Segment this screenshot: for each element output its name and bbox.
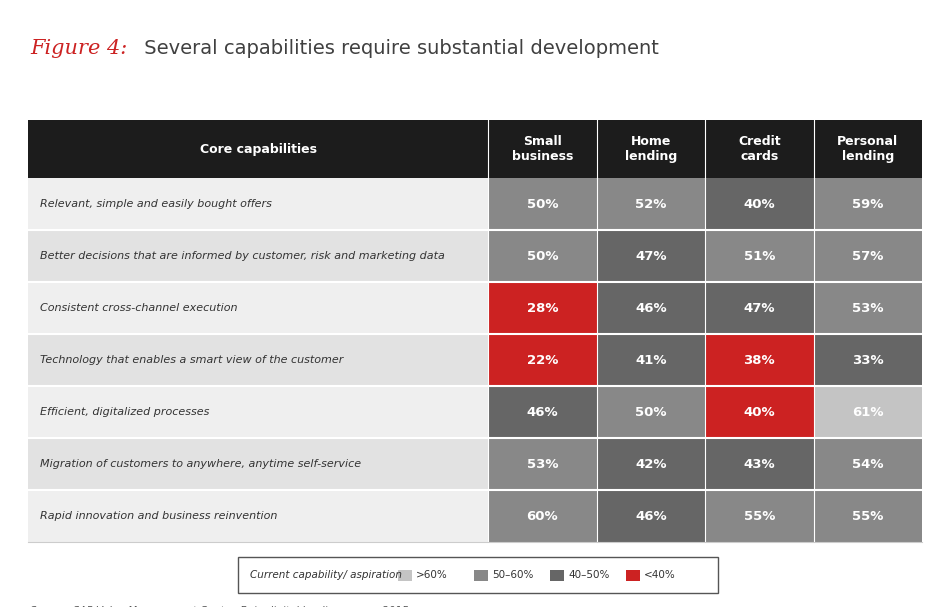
Text: 52%: 52% [635,197,667,211]
Text: 53%: 53% [526,458,558,470]
Bar [813,438,922,490]
Text: 40%: 40% [744,405,775,418]
Text: 53%: 53% [852,302,884,314]
Bar [597,386,705,438]
Text: Figure 4:: Figure 4: [30,38,127,58]
Text: 40%: 40% [744,197,775,211]
Bar [488,282,597,334]
Bar [813,178,922,230]
Text: 43%: 43% [744,458,775,470]
Bar [705,178,813,230]
Text: 42%: 42% [635,458,667,470]
Text: 38%: 38% [744,353,775,367]
Bar [28,120,922,178]
Text: 50%: 50% [635,405,667,418]
Text: Migration of customers to anywhere, anytime self-service: Migration of customers to anywhere, anyt… [40,459,361,469]
Bar [813,230,922,282]
Text: Home
lending: Home lending [625,135,676,163]
Text: Efficient, digitalized processes: Efficient, digitalized processes [40,407,209,417]
Text: 55%: 55% [852,509,884,523]
Text: 47%: 47% [635,249,667,262]
Bar [488,438,597,490]
Text: 51%: 51% [744,249,775,262]
Text: Several capabilities require substantial development: Several capabilities require substantial… [138,38,659,58]
Text: 46%: 46% [635,509,667,523]
Text: Personal
lending: Personal lending [837,135,899,163]
Text: Small
business: Small business [511,135,573,163]
Bar [28,386,488,438]
Bar [28,230,488,282]
Text: 50%: 50% [526,197,558,211]
Text: 59%: 59% [852,197,884,211]
Text: 33%: 33% [852,353,884,367]
Text: 46%: 46% [526,405,558,418]
Bar [705,334,813,386]
Bar [813,282,922,334]
Bar [597,334,705,386]
Bar [813,386,922,438]
Text: Core capabilities: Core capabilities [200,143,316,155]
Text: Relevant, simple and easily bought offers: Relevant, simple and easily bought offer… [40,199,272,209]
Bar [705,230,813,282]
Bar [550,569,564,580]
Text: Technology that enables a smart view of the customer: Technology that enables a smart view of … [40,355,343,365]
Text: 40–50%: 40–50% [568,570,609,580]
Text: Consistent cross-channel execution: Consistent cross-channel execution [40,303,238,313]
Text: 50%: 50% [526,249,558,262]
Bar [488,386,597,438]
Text: Credit
cards: Credit cards [738,135,781,163]
Bar [813,490,922,542]
Bar [813,334,922,386]
Bar [597,230,705,282]
Text: Current capability/ aspiration: Current capability/ aspiration [250,570,402,580]
Text: 46%: 46% [635,302,667,314]
Bar [398,569,412,580]
Bar [488,178,597,230]
Text: 22%: 22% [526,353,558,367]
Bar [28,178,488,230]
Bar [597,438,705,490]
Text: 55%: 55% [744,509,775,523]
Text: 50–60%: 50–60% [492,570,533,580]
Bar [474,569,488,580]
Bar [28,490,488,542]
Bar [28,438,488,490]
Text: 28%: 28% [526,302,558,314]
Bar [705,490,813,542]
Bar [597,490,705,542]
Bar [28,334,488,386]
Bar [597,178,705,230]
Text: >60%: >60% [416,570,447,580]
Bar [28,282,488,334]
Text: Source: SAP Value Management Center–Bain digital lending survey 2015: Source: SAP Value Management Center–Bain… [30,606,408,607]
Bar [238,557,718,593]
Bar [597,282,705,334]
Text: <40%: <40% [644,570,675,580]
Text: 60%: 60% [526,509,558,523]
Bar [488,490,597,542]
Bar [488,230,597,282]
Text: 57%: 57% [852,249,884,262]
Text: Better decisions that are informed by customer, risk and marketing data: Better decisions that are informed by cu… [40,251,445,261]
Bar [705,438,813,490]
Bar [488,334,597,386]
Text: 54%: 54% [852,458,884,470]
Bar [705,386,813,438]
Bar [626,569,640,580]
Text: 47%: 47% [744,302,775,314]
Text: 41%: 41% [635,353,667,367]
Text: 61%: 61% [852,405,884,418]
Text: Rapid innovation and business reinvention: Rapid innovation and business reinventio… [40,511,277,521]
Bar [705,282,813,334]
